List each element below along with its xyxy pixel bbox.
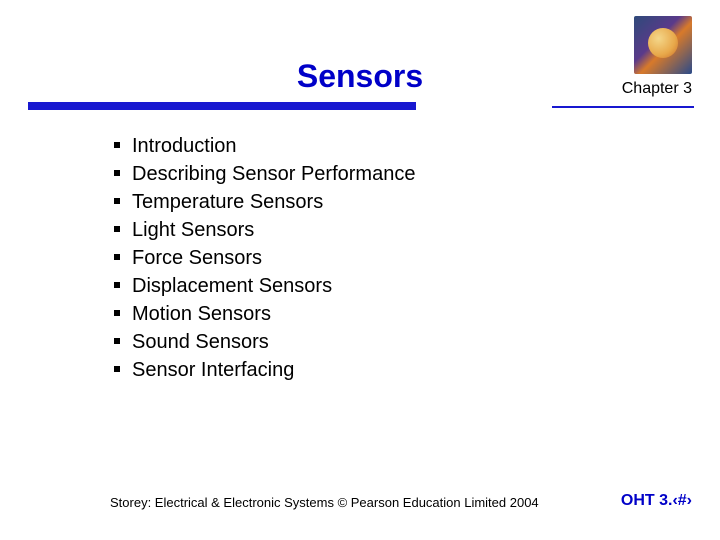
list-item: Introduction: [114, 132, 415, 160]
list-item: Motion Sensors: [114, 300, 415, 328]
list-item: Sound Sensors: [114, 328, 415, 356]
slide-number: OHT 3.‹#›: [621, 492, 692, 510]
list-item: Force Sensors: [114, 244, 415, 272]
list-item: Displacement Sensors: [114, 272, 415, 300]
list-item: Light Sensors: [114, 216, 415, 244]
list-item: Describing Sensor Performance: [114, 160, 415, 188]
slide-title: Sensors: [0, 58, 720, 95]
title-rule-thin: [552, 106, 694, 108]
list-item: Sensor Interfacing: [114, 356, 415, 384]
list-item: Temperature Sensors: [114, 188, 415, 216]
footer-credit: Storey: Electrical & Electronic Systems …: [110, 495, 539, 510]
contents-list: Introduction Describing Sensor Performan…: [114, 132, 415, 384]
title-rule-thick: [28, 102, 416, 110]
